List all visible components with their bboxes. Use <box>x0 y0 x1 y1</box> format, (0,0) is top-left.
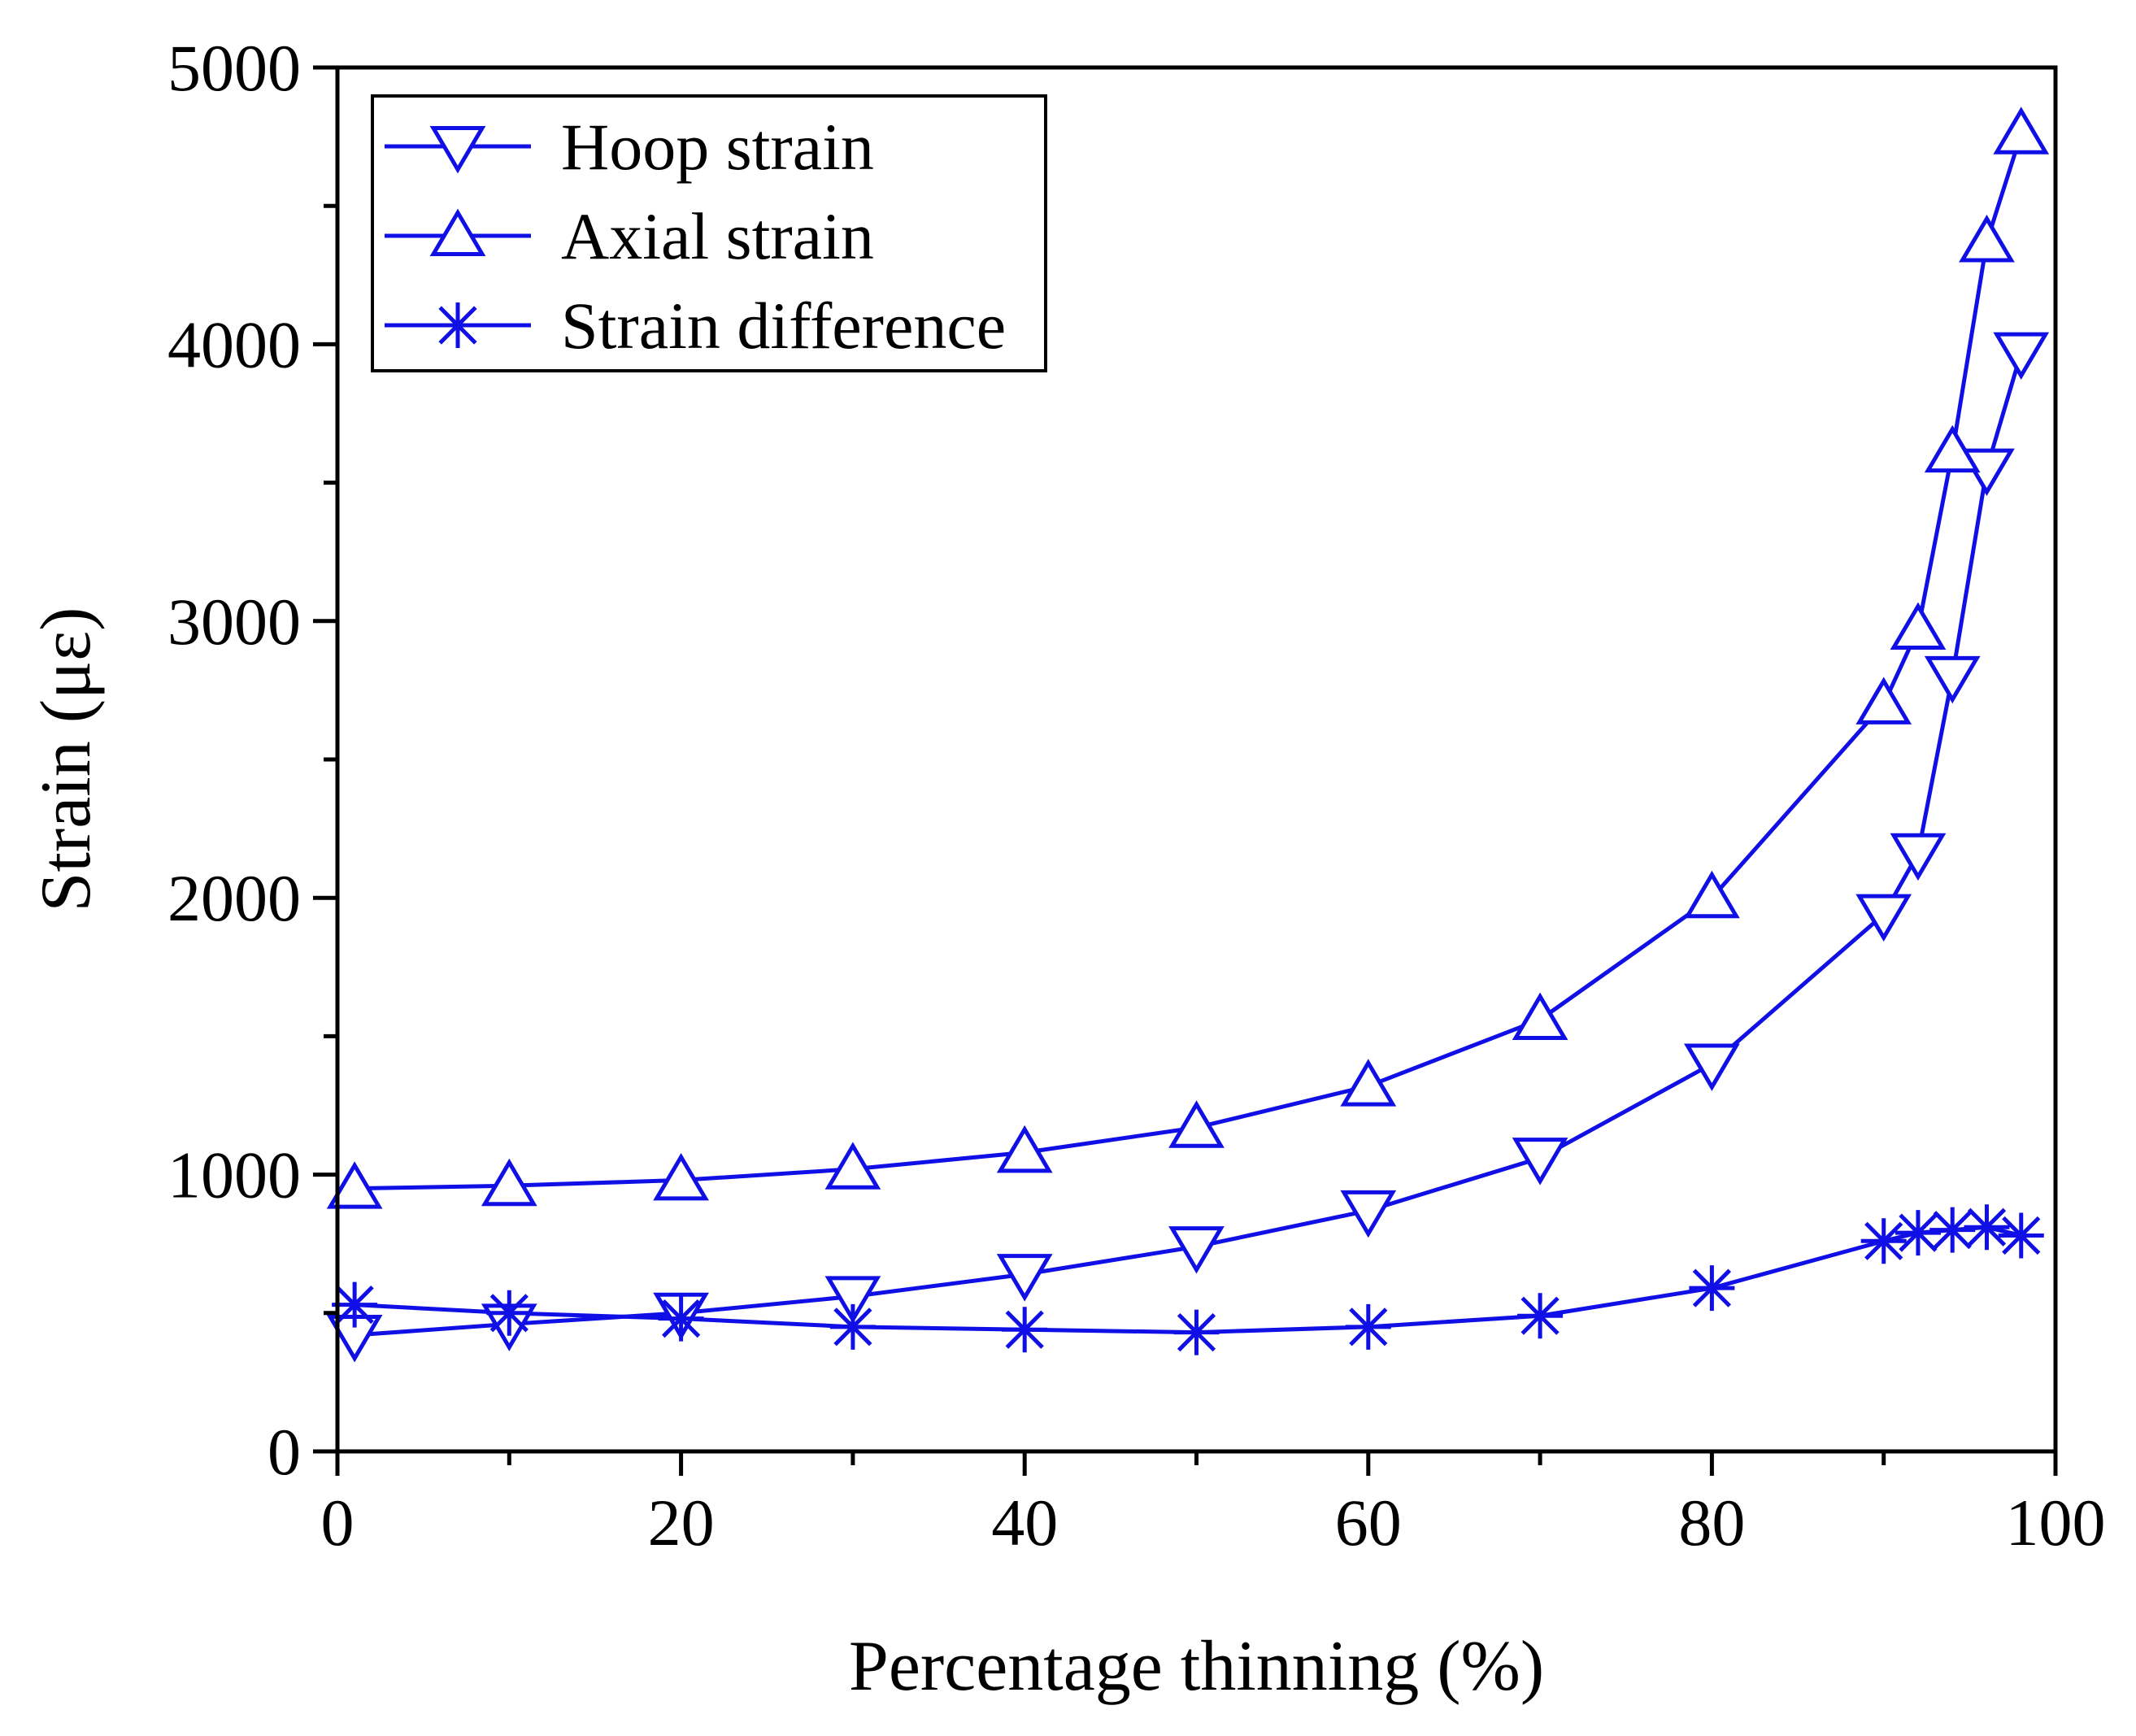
axial-strain-point <box>1890 602 1947 650</box>
x-axis-title: Percentage thinning (%) <box>849 1627 1544 1706</box>
y-axis-title: Strain (με) <box>27 607 106 912</box>
hoop-strain-point <box>824 1276 881 1324</box>
axial-strain-point <box>1924 424 1981 473</box>
strain-difference-point <box>1689 1265 1735 1312</box>
x-tick-label: 60 <box>1335 1486 1402 1560</box>
hoop-strain-point <box>996 1254 1053 1302</box>
hoop-strain-point <box>1924 655 1981 704</box>
strain-difference-point <box>1173 1309 1220 1355</box>
y-tick-label: 4000 <box>167 307 301 381</box>
legend-marker-hoop-strain <box>429 126 486 174</box>
axial-strain-point <box>653 1152 709 1201</box>
strain-difference-point <box>332 1281 378 1328</box>
axial-strain-point <box>1684 870 1740 919</box>
y-tick-label: 3000 <box>167 585 301 659</box>
strain-difference-point <box>1517 1293 1564 1339</box>
axial-strain-point <box>1855 677 1912 724</box>
x-tick-label: 80 <box>1678 1486 1745 1560</box>
strain-difference-point <box>1895 1210 1941 1256</box>
legend-label-axial-strain: Axial strain <box>561 199 874 273</box>
hoop-strain-line <box>354 351 2024 1338</box>
axial-strain-line <box>355 133 2024 1191</box>
axial-strain-point <box>326 1161 383 1209</box>
strain-difference-point <box>658 1295 704 1342</box>
axial-strain-point <box>996 1125 1053 1173</box>
axial-strain-point <box>481 1158 537 1207</box>
y-tick-label: 5000 <box>167 31 301 105</box>
hoop-strain-point <box>1993 332 2050 381</box>
legend-marker-strain-difference <box>435 302 481 348</box>
axial-strain-point <box>1959 215 2015 263</box>
axial-strain-point <box>1512 992 1568 1040</box>
hoop-strain-point <box>1168 1226 1225 1274</box>
hoop-strain-point <box>1684 1043 1740 1091</box>
legend-label-strain-difference: Strain difference <box>561 289 1006 363</box>
x-tick-label: 0 <box>321 1486 355 1560</box>
hoop-strain-point <box>1855 894 1912 942</box>
legend-label-hoop-strain: Hoop strain <box>561 110 874 184</box>
y-tick-label: 0 <box>268 1415 301 1489</box>
strain-difference-point <box>1860 1218 1907 1264</box>
strain-difference-point <box>1998 1212 2044 1259</box>
strain-difference-point <box>1929 1207 1976 1253</box>
plot-layer <box>326 107 2050 1363</box>
x-tick-label: 20 <box>648 1486 715 1560</box>
axial-strain-point <box>1340 1059 1397 1107</box>
strain-difference-point <box>486 1290 533 1336</box>
hoop-strain-point <box>1890 833 1947 881</box>
y-tick-label: 2000 <box>167 861 301 935</box>
hoop-strain-point <box>1340 1190 1397 1238</box>
legend-marker-axial-strain <box>429 208 486 256</box>
axial-strain-point <box>824 1142 881 1190</box>
hoop-strain-point <box>1512 1138 1568 1186</box>
axial-strain-point <box>1993 107 2050 154</box>
legend: Hoop strain Axial strain Strain difference <box>371 94 1047 372</box>
strain-difference-point <box>829 1303 876 1350</box>
axial-strain-point <box>1168 1100 1225 1148</box>
strain-difference-point <box>1964 1204 2010 1251</box>
strain-difference-point <box>1345 1303 1391 1350</box>
strain-difference-point <box>1002 1307 1048 1353</box>
x-tick-label: 100 <box>2006 1486 2106 1560</box>
x-tick-label: 40 <box>991 1486 1058 1560</box>
y-tick-label: 1000 <box>167 1138 301 1212</box>
